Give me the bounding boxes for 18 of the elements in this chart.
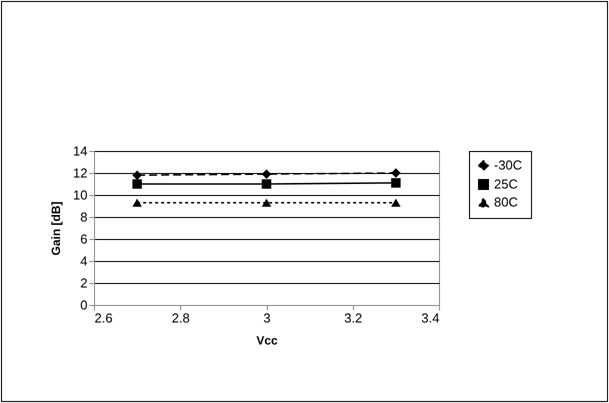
y-axis-title: Gain [dB] (49, 202, 64, 256)
x-tick-label: 2.6 (94, 310, 113, 326)
y-tick-label: 4 (80, 254, 88, 268)
legend-label: 25C (494, 176, 518, 192)
x-tick-label: 3.2 (344, 310, 362, 326)
x-tick-label: 3.4 (421, 310, 440, 326)
x-tick-label: 2.8 (172, 310, 190, 326)
y-tick-label: 12 (73, 166, 88, 180)
legend-label: 80C (494, 194, 518, 210)
legend-label: -30C (494, 158, 522, 172)
y-tick-label: 14 (73, 144, 88, 158)
y-tick-label: 10 (73, 188, 88, 202)
x-axis-title: Vcc (256, 334, 278, 348)
y-tick-label: 6 (80, 232, 88, 246)
y-tick-label: 0 (80, 298, 88, 312)
y-tick-label: 8 (80, 210, 88, 224)
y-tick-label: 2 (80, 276, 88, 290)
x-tick-label: 3 (263, 310, 271, 326)
